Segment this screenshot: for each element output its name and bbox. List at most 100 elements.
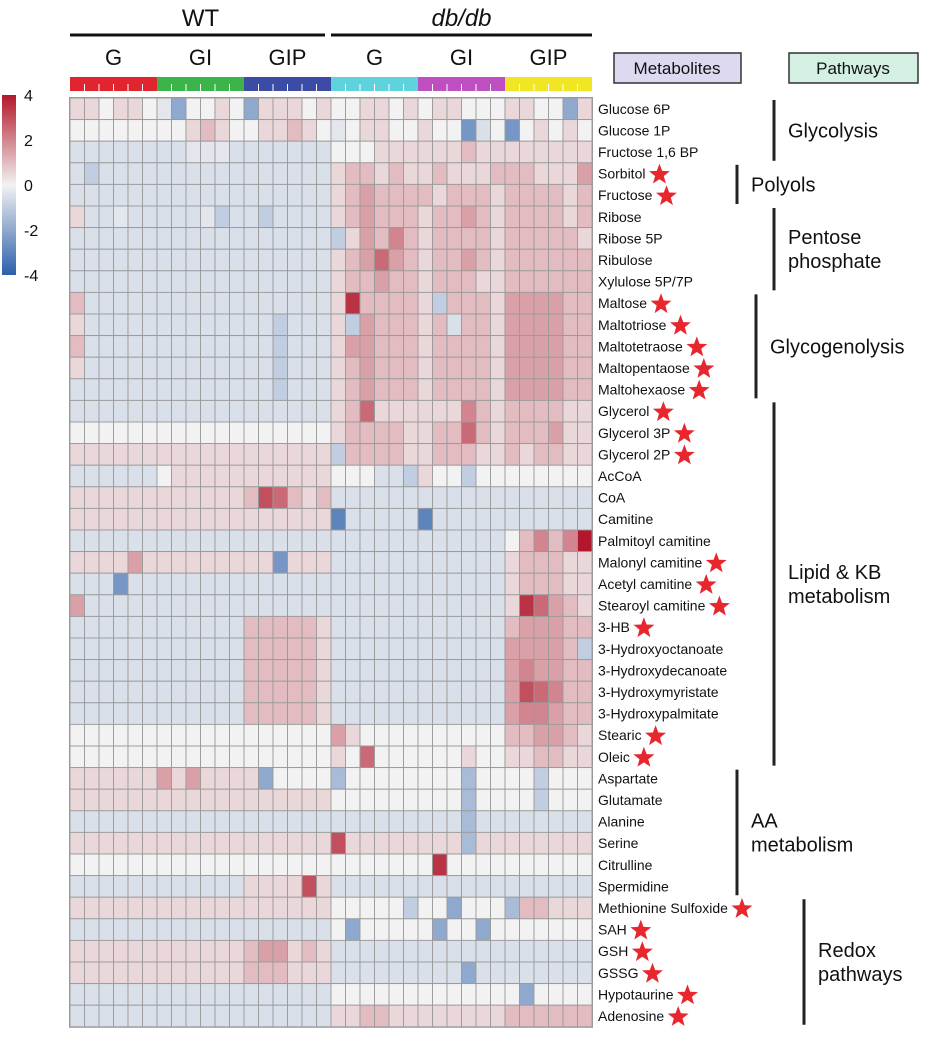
- metabolite-label: GSSG: [598, 965, 638, 981]
- heatmap-cell: [287, 939, 303, 963]
- heatmap-cell: [475, 875, 491, 898]
- heatmap-cell: [287, 140, 303, 164]
- heatmap-cell: [345, 248, 361, 272]
- heatmap-cell: [562, 767, 578, 790]
- heatmap-cell: [359, 896, 375, 920]
- heatmap-cell: [258, 594, 274, 617]
- heatmap-cell: [316, 507, 332, 531]
- heatmap-cell: [461, 918, 477, 941]
- heatmap-cell: [548, 745, 564, 769]
- heatmap-cell: [142, 248, 158, 272]
- heatmap-cell: [562, 680, 578, 704]
- heatmap-cell: [388, 896, 404, 920]
- heatmap-cell: [345, 529, 361, 553]
- heatmap-cell: [403, 615, 419, 639]
- heatmap-cell: [432, 983, 448, 1006]
- heatmap-cell: [490, 97, 506, 121]
- heatmap-cell: [548, 464, 564, 488]
- heatmap-cell: [490, 572, 506, 596]
- heatmap-cell: [533, 810, 549, 833]
- heatmap-cell: [229, 270, 245, 293]
- heatmap-cell: [403, 313, 419, 337]
- heatmap-cell: [577, 637, 593, 661]
- heatmap-cell: [316, 702, 332, 725]
- heatmap-cell: [171, 788, 187, 812]
- heatmap-cell: [577, 594, 593, 617]
- heatmap-cell: [69, 810, 85, 833]
- heatmap-cell: [461, 291, 477, 315]
- heatmap-cell: [229, 183, 245, 207]
- heatmap-cell: [577, 291, 593, 315]
- heatmap-cell: [533, 335, 549, 358]
- heatmap-cell: [388, 918, 404, 941]
- heatmap-cell: [200, 853, 216, 877]
- heatmap-cell: [243, 162, 259, 185]
- heatmap-cell: [533, 378, 549, 401]
- pathway-label: metabolism: [751, 834, 853, 856]
- heatmap-cell: [69, 788, 85, 812]
- heatmap-cell: [345, 680, 361, 704]
- heatmap-cell: [533, 443, 549, 466]
- heatmap-cell: [490, 443, 506, 466]
- heatmap-cell: [461, 594, 477, 617]
- heatmap-cell: [504, 767, 520, 790]
- significance-star-icon: [731, 898, 753, 918]
- heatmap-cell: [156, 594, 172, 617]
- heatmap-cell: [388, 702, 404, 725]
- heatmap-cell: [403, 767, 419, 790]
- heatmap-cell: [142, 637, 158, 661]
- heatmap-cell: [388, 399, 404, 423]
- heatmap-cell: [374, 680, 390, 704]
- heatmap-cell: [200, 529, 216, 553]
- heatmap-cell: [258, 983, 274, 1006]
- heatmap-cell: [577, 551, 593, 574]
- heatmap-cell: [156, 529, 172, 553]
- heatmap-cell: [142, 680, 158, 704]
- heatmap-cell: [490, 248, 506, 272]
- heatmap-cell: [69, 723, 85, 747]
- heatmap-cell: [171, 680, 187, 704]
- heatmap-cell: [214, 853, 230, 877]
- heatmap-cell: [287, 421, 303, 445]
- heatmap-cell: [287, 594, 303, 617]
- heatmap-cell: [287, 810, 303, 833]
- heatmap-cell: [533, 356, 549, 380]
- heatmap-cell: [142, 421, 158, 445]
- heatmap-cell: [345, 227, 361, 250]
- heatmap-cell: [446, 810, 462, 833]
- heatmap-cell: [388, 335, 404, 358]
- heatmap-cell: [461, 507, 477, 531]
- heatmap-cell: [519, 702, 535, 725]
- heatmap-cell: [403, 831, 419, 855]
- heatmap-cell: [316, 183, 332, 207]
- heatmap-cell: [548, 810, 564, 833]
- heatmap-cell: [504, 723, 520, 747]
- heatmap-cell: [272, 378, 288, 401]
- significance-star-icon: [633, 617, 655, 638]
- heatmap-cell: [519, 335, 535, 358]
- heatmap-cell: [113, 594, 129, 617]
- heatmap-cell: [287, 831, 303, 855]
- heatmap-cell: [330, 853, 346, 877]
- heatmap-cell: [84, 529, 100, 553]
- heatmap-cell: [562, 183, 578, 207]
- heatmap-cell: [461, 745, 477, 769]
- heatmap-cell: [446, 1004, 462, 1028]
- heatmap-cell: [562, 335, 578, 358]
- heatmap-cell: [272, 313, 288, 337]
- heatmap-cell: [446, 270, 462, 293]
- heatmap-cell: [374, 183, 390, 207]
- heatmap-cell: [200, 767, 216, 790]
- heatmap-cell: [490, 918, 506, 941]
- heatmap-cell: [156, 853, 172, 877]
- heatmap-cell: [577, 939, 593, 963]
- heatmap-cell: [359, 853, 375, 877]
- heatmap-cell: [69, 831, 85, 855]
- heatmap-cell: [548, 140, 564, 164]
- heatmap-cell: [243, 248, 259, 272]
- metabolite-label: Palmitoyl camitine: [598, 533, 711, 549]
- heatmap-cell: [84, 767, 100, 790]
- heatmap-cell: [171, 723, 187, 747]
- metabolite-label: Ribulose: [598, 252, 653, 268]
- heatmap-cell: [403, 270, 419, 293]
